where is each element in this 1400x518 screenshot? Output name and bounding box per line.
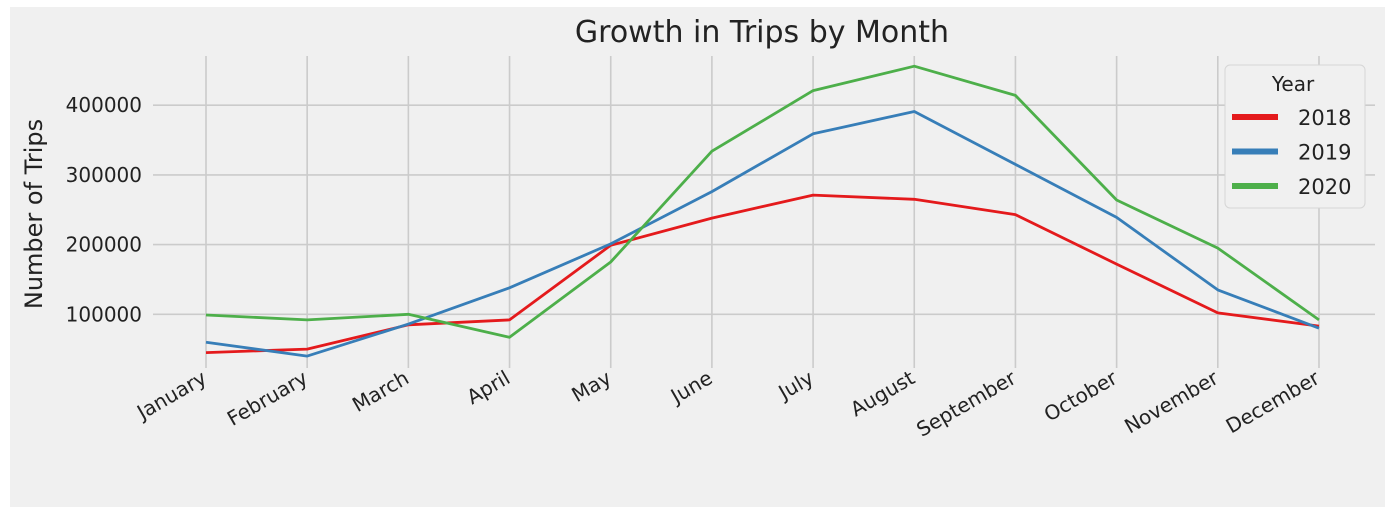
series-lines [205, 64, 1320, 358]
legend-label-2019: 2019 [1298, 141, 1351, 165]
x-tick-label: August [846, 365, 919, 421]
legend-label-2020: 2020 [1298, 175, 1351, 199]
x-tick-label: February [223, 365, 312, 430]
y-tick-label: 200000 [66, 233, 142, 257]
legend: Year 2018 2019 2020 [1224, 64, 1366, 209]
legend-items: 2018 2019 2020 [1232, 106, 1351, 199]
y-tick-label: 400000 [66, 93, 142, 117]
x-tick-label: June [665, 366, 716, 410]
legend-frame [1224, 64, 1366, 209]
series-line-2020 [205, 64, 1320, 339]
x-tick-label: July [773, 365, 818, 405]
x-tick-label: September [912, 365, 1020, 441]
y-axis-ticks: 100000 200000 300000 400000 [66, 93, 142, 326]
x-tick-label: October [1040, 365, 1122, 426]
x-tick-label: December [1222, 365, 1324, 438]
x-tick-label: April [462, 366, 514, 410]
chart-title: Growth in Trips by Month [575, 15, 949, 50]
chart-figure: 100000 200000 300000 400000 January February… [10, 7, 1385, 507]
x-tick-label: November [1120, 365, 1223, 438]
y-tick-label: 100000 [66, 302, 142, 326]
x-tick-label: March [348, 366, 413, 417]
y-axis-label: Number of Trips [20, 119, 48, 309]
series-line-2018 [205, 193, 1320, 354]
gridlines [153, 56, 1375, 368]
y-tick-label: 300000 [66, 163, 142, 187]
x-axis-ticks: January February March April May June July Augu… [131, 365, 1324, 441]
legend-label-2018: 2018 [1298, 106, 1351, 130]
series-line-2019 [205, 110, 1320, 358]
line-chart: 100000 200000 300000 400000 January February… [20, 15, 1375, 442]
legend-title: Year [1271, 72, 1315, 96]
x-tick-label: May [567, 365, 615, 407]
x-tick-label: January [131, 365, 211, 425]
